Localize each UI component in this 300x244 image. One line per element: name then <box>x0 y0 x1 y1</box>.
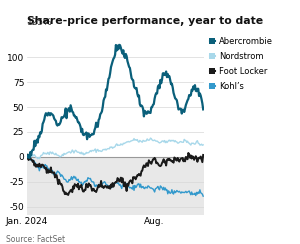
Bar <box>27 157 204 215</box>
Legend: Abercrombie, Nordstrom, Foot Locker, Kohl’s: Abercrombie, Nordstrom, Foot Locker, Koh… <box>210 37 273 91</box>
Text: Source: FactSet: Source: FactSet <box>6 235 65 244</box>
Text: Share-price performance, year to date: Share-price performance, year to date <box>27 16 263 26</box>
Text: 125%: 125% <box>27 19 53 27</box>
